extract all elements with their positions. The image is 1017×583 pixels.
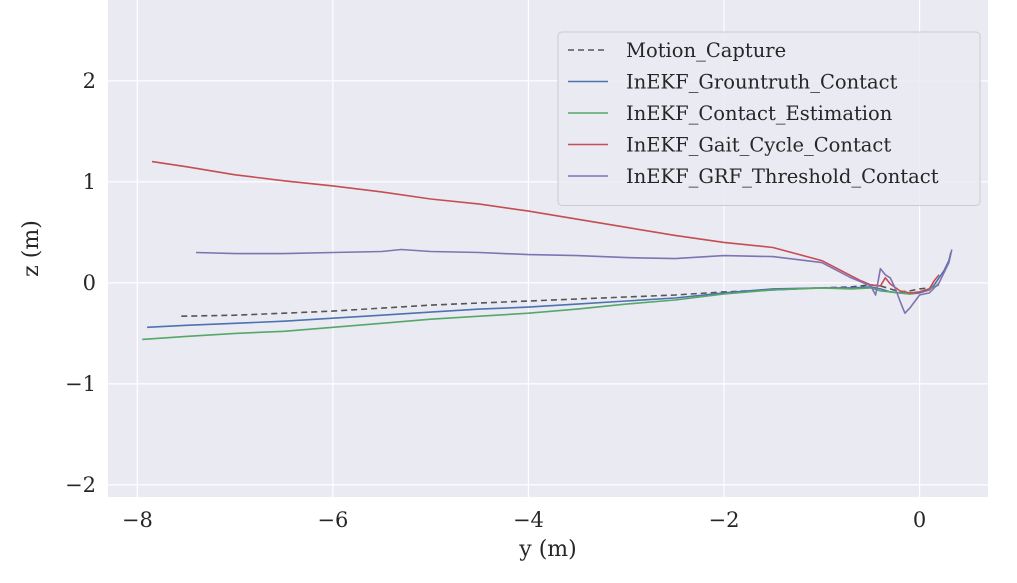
x-tick-label: 0 — [913, 508, 926, 532]
legend-label: InEKF_GRF_Threshold_Contact — [626, 165, 939, 188]
y-tick-label: −2 — [65, 473, 96, 497]
legend: Motion_Capture InEKF_Grountruth_Contact In… — [557, 31, 981, 206]
y-tick-label: 1 — [83, 170, 96, 194]
legend-box — [557, 31, 981, 206]
legend-label: InEKF_Gait_Cycle_Contact — [626, 134, 891, 157]
series — [142, 160, 953, 341]
legend-label: Motion_Capture — [626, 39, 786, 62]
series-line-3 — [151, 160, 940, 294]
series-line-2 — [142, 284, 940, 341]
x-tick-label: −6 — [317, 508, 348, 532]
y-tick-label: 2 — [83, 69, 96, 93]
series-line-0 — [181, 284, 930, 317]
x-tick-label: −2 — [709, 508, 740, 532]
y-axis-label: z (m) — [19, 220, 44, 277]
y-tick-label: 0 — [83, 271, 96, 295]
series-line-4 — [195, 248, 953, 315]
x-tick-label: −8 — [122, 508, 153, 532]
legend-label: InEKF_Contact_Estimation — [626, 102, 893, 125]
tick-labels: −8 −6 −4 −2 0 −2 −1 0 1 2 — [65, 69, 926, 532]
legend-label: InEKF_Grountruth_Contact — [626, 71, 898, 94]
x-tick-label: −4 — [513, 508, 544, 532]
y-tick-label: −1 — [65, 372, 96, 396]
x-axis-label: y (m) — [518, 537, 576, 562]
